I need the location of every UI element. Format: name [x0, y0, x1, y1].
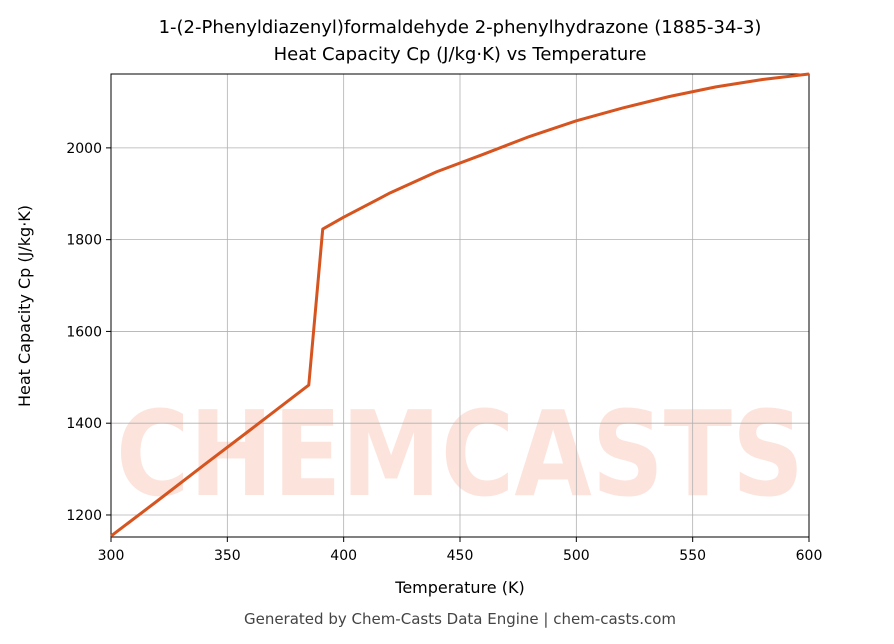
x-tick-label: 300: [98, 548, 125, 564]
y-tick-label: 1400: [66, 416, 102, 432]
x-tick-label: 600: [796, 548, 823, 564]
y-axis-label: Heat Capacity Cp (J/kg·K): [15, 205, 34, 407]
data-line: [110, 72, 810, 538]
footer: Generated by Chem-Casts Data Engine | ch…: [244, 610, 676, 628]
y-tick-label: 2000: [66, 141, 102, 157]
x-tick-label: 350: [214, 548, 241, 564]
x-axis-label: Temperature (K): [394, 578, 524, 597]
plot-frame: [110, 73, 810, 538]
chart-subtitle: Heat Capacity Cp (J/kg·K) vs Temperature: [274, 44, 647, 65]
chart-title: 1-(2-Phenyldiazenyl)formaldehyde 2-pheny…: [159, 17, 762, 38]
x-tick-label: 400: [330, 548, 357, 564]
y-tick-label: 1800: [66, 233, 102, 249]
x-tick-label: 500: [563, 548, 590, 564]
x-tick-label: 550: [679, 548, 706, 564]
x-tick-label: 450: [447, 548, 474, 564]
y-tick-label: 1600: [66, 324, 102, 340]
y-tick-label: 1200: [66, 508, 102, 524]
